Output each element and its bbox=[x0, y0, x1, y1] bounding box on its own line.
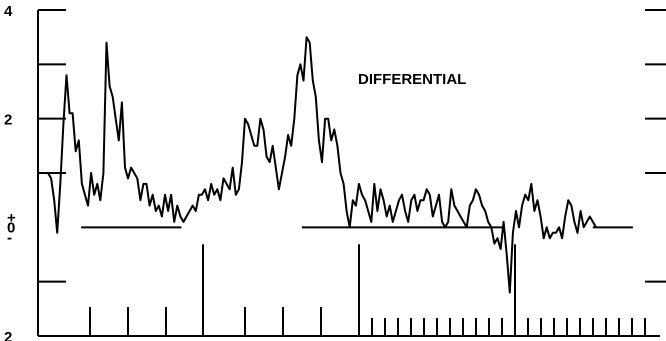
y-tick-label: 2 bbox=[4, 112, 12, 129]
y-tick-label: - bbox=[7, 229, 12, 246]
y-tick-label: 2 bbox=[4, 329, 12, 341]
series-line bbox=[47, 36, 597, 294]
y-tick-labels: 4 2 +0- 2 bbox=[4, 3, 16, 341]
event-marks-layer bbox=[89, 244, 646, 336]
y-tick-label: 0 bbox=[7, 219, 15, 236]
axis-layer bbox=[37, 9, 666, 337]
chart-title: DIFFERENTIAL bbox=[358, 71, 466, 88]
y-tick-label: + bbox=[7, 209, 16, 226]
y-tick-label: 4 bbox=[4, 3, 13, 20]
